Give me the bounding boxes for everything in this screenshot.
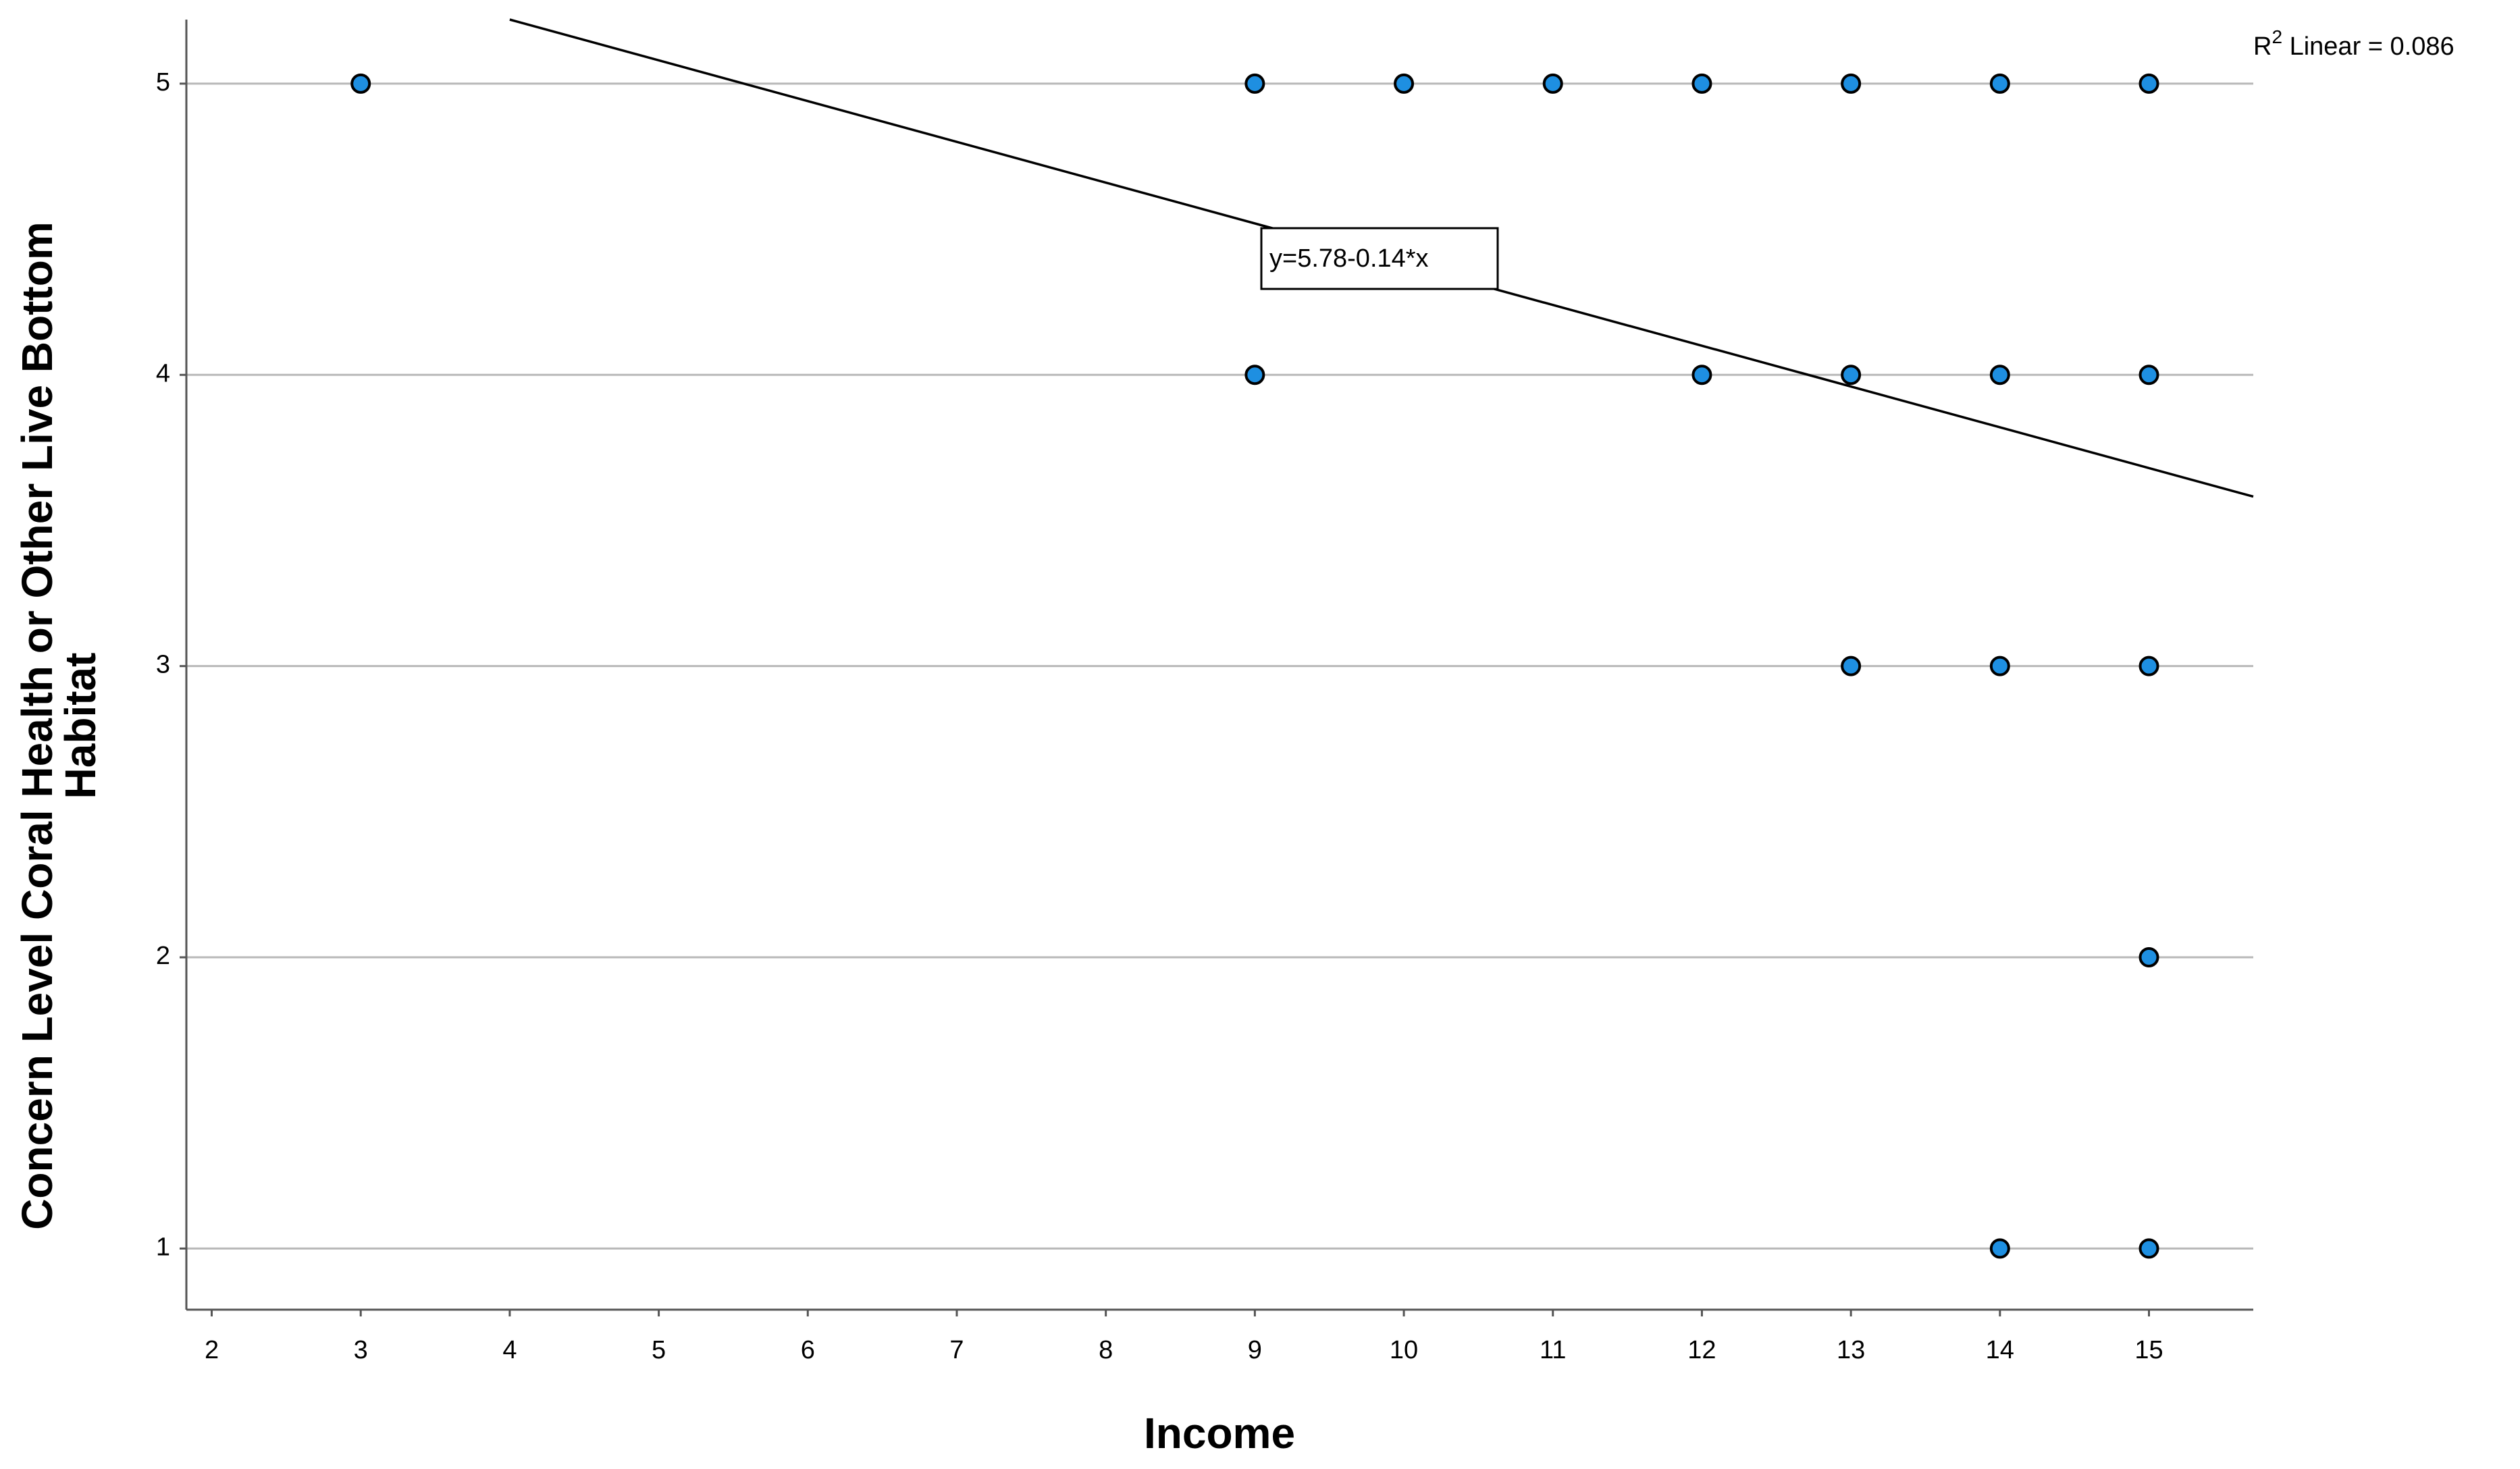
x-tick-label: 9 [1248,1336,1262,1364]
r-squared-label: R2 Linear = 0.086 [2253,26,2455,61]
y-tick-label: 2 [156,942,170,970]
equation-box [1260,227,1499,290]
x-tick-label: 4 [502,1336,517,1364]
r-squared-text: Linear = 0.086 [2282,32,2455,61]
x-tick-label: 10 [1390,1336,1418,1364]
x-tick-label: 8 [1099,1336,1113,1364]
point [1691,73,1712,94]
point [1989,365,2010,385]
point [2138,365,2159,385]
r-squared-prefix: R [2253,32,2272,61]
x-tick-label: 11 [1540,1336,1566,1364]
point [1989,1238,2010,1259]
x-tick-label: 5 [652,1336,666,1364]
y-axis-title: Habitat [56,653,105,799]
x-tick-label: 12 [1687,1336,1716,1364]
point [1394,73,1415,94]
x-tick-label: 6 [801,1336,815,1364]
point [1691,365,1712,385]
x-tick-label: 7 [949,1336,964,1364]
y-tick-label: 4 [156,359,170,388]
x-tick-label: 13 [1837,1336,1865,1364]
point [1244,73,1265,94]
point [1841,73,1862,94]
x-tick-label: 2 [205,1336,219,1364]
point [2138,947,2159,968]
y-tick-label: 5 [156,68,170,97]
point [1989,656,2010,676]
equation-label: y=5.78-0.14*x [1269,244,1429,273]
point [1841,656,1862,676]
point [1989,73,2010,94]
x-tick-label: 14 [1986,1336,2014,1364]
point [2138,656,2159,676]
x-tick-label: 3 [354,1336,368,1364]
r-squared-superscript: 2 [2272,26,2282,47]
point [350,73,371,94]
y-tick-label: 1 [156,1233,170,1261]
y-axis-title: Concern Level Coral Health or Other Live… [13,221,61,1230]
point [2138,1238,2159,1259]
point [1542,73,1563,94]
x-axis-title: Income [1144,1409,1295,1458]
x-tick-label: 15 [2134,1336,2163,1364]
point [2138,73,2159,94]
y-tick-label: 3 [156,651,170,679]
point [1841,365,1862,385]
point [1244,365,1265,385]
